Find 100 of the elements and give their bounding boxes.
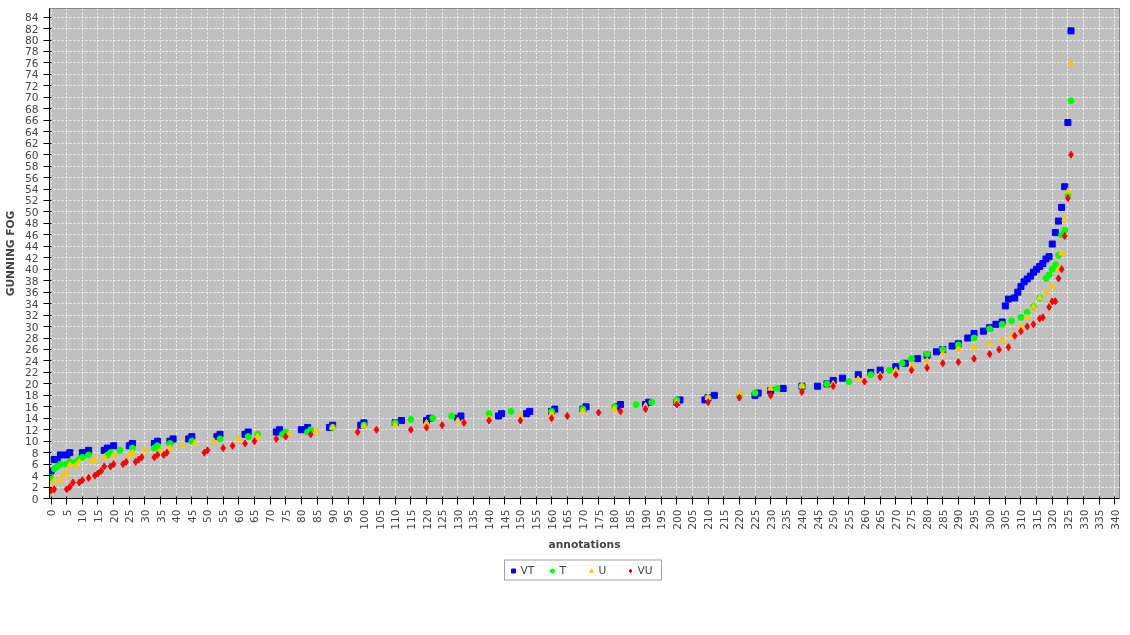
- x-tick-label: 195: [655, 509, 669, 530]
- x-tick-label: 300: [983, 509, 997, 530]
- x-tick-label: 55: [217, 509, 231, 524]
- x-tick-label: 325: [1061, 509, 1075, 530]
- x-tick-label: 235: [780, 509, 794, 530]
- x-tick-label: 95: [342, 509, 356, 524]
- y-tick-label: 4: [31, 469, 39, 483]
- x-tick-label: 310: [1014, 509, 1028, 530]
- y-tick-label: 2: [31, 481, 39, 495]
- y-tick-label: 74: [24, 68, 39, 82]
- y-tick-label: 34: [24, 297, 39, 311]
- x-tick-label: 45: [185, 509, 199, 524]
- x-tick-label: 185: [623, 509, 637, 530]
- x-tick-label: 330: [1077, 509, 1091, 530]
- x-tick-label: 270: [889, 509, 903, 530]
- x-tick-label: 170: [576, 509, 590, 530]
- x-tick-label: 215: [717, 509, 731, 530]
- y-tick-label: 64: [24, 125, 39, 139]
- x-tick-label: 35: [154, 509, 168, 524]
- x-tick-label: 265: [874, 509, 888, 530]
- legend-label: T: [559, 563, 567, 577]
- x-tick-label: 250: [827, 509, 841, 530]
- x-tick-label: 275: [905, 509, 919, 530]
- y-tick-label: 16: [24, 400, 39, 414]
- x-tick-label: 175: [592, 509, 606, 530]
- x-tick-label: 225: [749, 509, 763, 530]
- y-tick-label: 46: [24, 228, 39, 242]
- y-tick-label: 14: [24, 412, 39, 426]
- y-tick-label: 70: [24, 91, 39, 105]
- y-tick-label: 24: [24, 354, 39, 368]
- x-tick-label: 65: [248, 509, 262, 524]
- x-tick-label: 10: [76, 509, 90, 524]
- x-tick-label: 130: [451, 509, 465, 530]
- y-tick-label: 66: [24, 114, 39, 128]
- y-tick-label: 18: [24, 389, 39, 403]
- y-tick-label: 82: [24, 22, 39, 36]
- x-tick-label: 145: [498, 509, 512, 530]
- x-tick-label: 25: [123, 509, 137, 524]
- x-tick-label: 20: [107, 509, 121, 524]
- x-tick-label: 340: [1108, 509, 1122, 530]
- x-tick-label: 60: [232, 509, 246, 524]
- y-tick-label: 36: [24, 286, 39, 300]
- y-tick-label: 0: [31, 492, 39, 506]
- x-tick-label: 135: [467, 509, 481, 530]
- x-tick-label: 165: [561, 509, 575, 530]
- x-tick-label: 15: [91, 509, 105, 524]
- x-tick-label: 305: [999, 509, 1013, 530]
- y-tick-label: 20: [24, 377, 39, 391]
- y-tick-label: 28: [24, 332, 39, 346]
- y-tick-label: 8: [31, 446, 39, 460]
- y-tick-label: 22: [24, 366, 39, 380]
- y-tick-label: 40: [24, 263, 39, 277]
- legend-label: VU: [637, 563, 654, 577]
- y-tick-label: 62: [24, 137, 39, 151]
- y-tick-label: 56: [24, 171, 39, 185]
- x-tick-label: 200: [670, 509, 684, 530]
- x-tick-label: 320: [1046, 509, 1060, 530]
- x-tick-label: 50: [201, 509, 215, 524]
- y-tick-label: 84: [24, 11, 39, 25]
- y-tick-label: 38: [24, 274, 39, 288]
- x-tick-label: 110: [389, 509, 403, 530]
- y-tick-label: 30: [24, 320, 39, 334]
- y-tick-label: 42: [24, 251, 39, 265]
- x-tick-label: 0: [45, 509, 59, 517]
- x-tick-label: 140: [483, 509, 497, 530]
- y-tick-label: 68: [24, 102, 39, 116]
- x-tick-label: 85: [311, 509, 324, 524]
- x-tick-label: 100: [357, 509, 371, 530]
- x-tick-label: 280: [921, 509, 935, 530]
- x-tick-label: 105: [373, 509, 387, 530]
- x-tick-label: 230: [764, 509, 778, 530]
- x-tick-label: 245: [811, 509, 825, 530]
- x-tick-label: 80: [295, 509, 309, 524]
- legend-label: U: [598, 563, 608, 577]
- x-tick-label: 190: [639, 509, 653, 530]
- x-tick-label: 210: [702, 509, 716, 530]
- x-tick-label: 335: [1093, 509, 1107, 530]
- y-tick-label: 80: [24, 34, 39, 48]
- y-tick-label: 32: [24, 309, 39, 323]
- x-tick-label: 70: [264, 509, 278, 524]
- x-tick-label: 205: [686, 509, 700, 530]
- y-tick-label: 6: [31, 458, 39, 472]
- x-tick-label: 290: [952, 509, 966, 530]
- y-tick-label: 76: [24, 56, 39, 70]
- x-tick-label: 115: [404, 509, 418, 530]
- x-tick-label: 315: [1030, 509, 1044, 530]
- x-axis-title: annotations: [548, 537, 621, 551]
- x-tick-label: 90: [326, 509, 340, 524]
- x-tick-label: 125: [436, 509, 450, 530]
- y-tick-label: 48: [24, 217, 39, 231]
- y-tick-label: 44: [24, 240, 39, 254]
- x-tick-label: 180: [608, 509, 622, 530]
- x-tick-label: 255: [842, 509, 856, 530]
- y-tick-label: 50: [24, 205, 39, 219]
- x-tick-label: 160: [545, 509, 559, 530]
- legend-label: VT: [520, 563, 536, 577]
- y-tick-label: 78: [24, 45, 39, 59]
- x-tick-label: 260: [858, 509, 872, 530]
- y-tick-label: 58: [24, 160, 39, 174]
- y-tick-label: 12: [24, 423, 39, 437]
